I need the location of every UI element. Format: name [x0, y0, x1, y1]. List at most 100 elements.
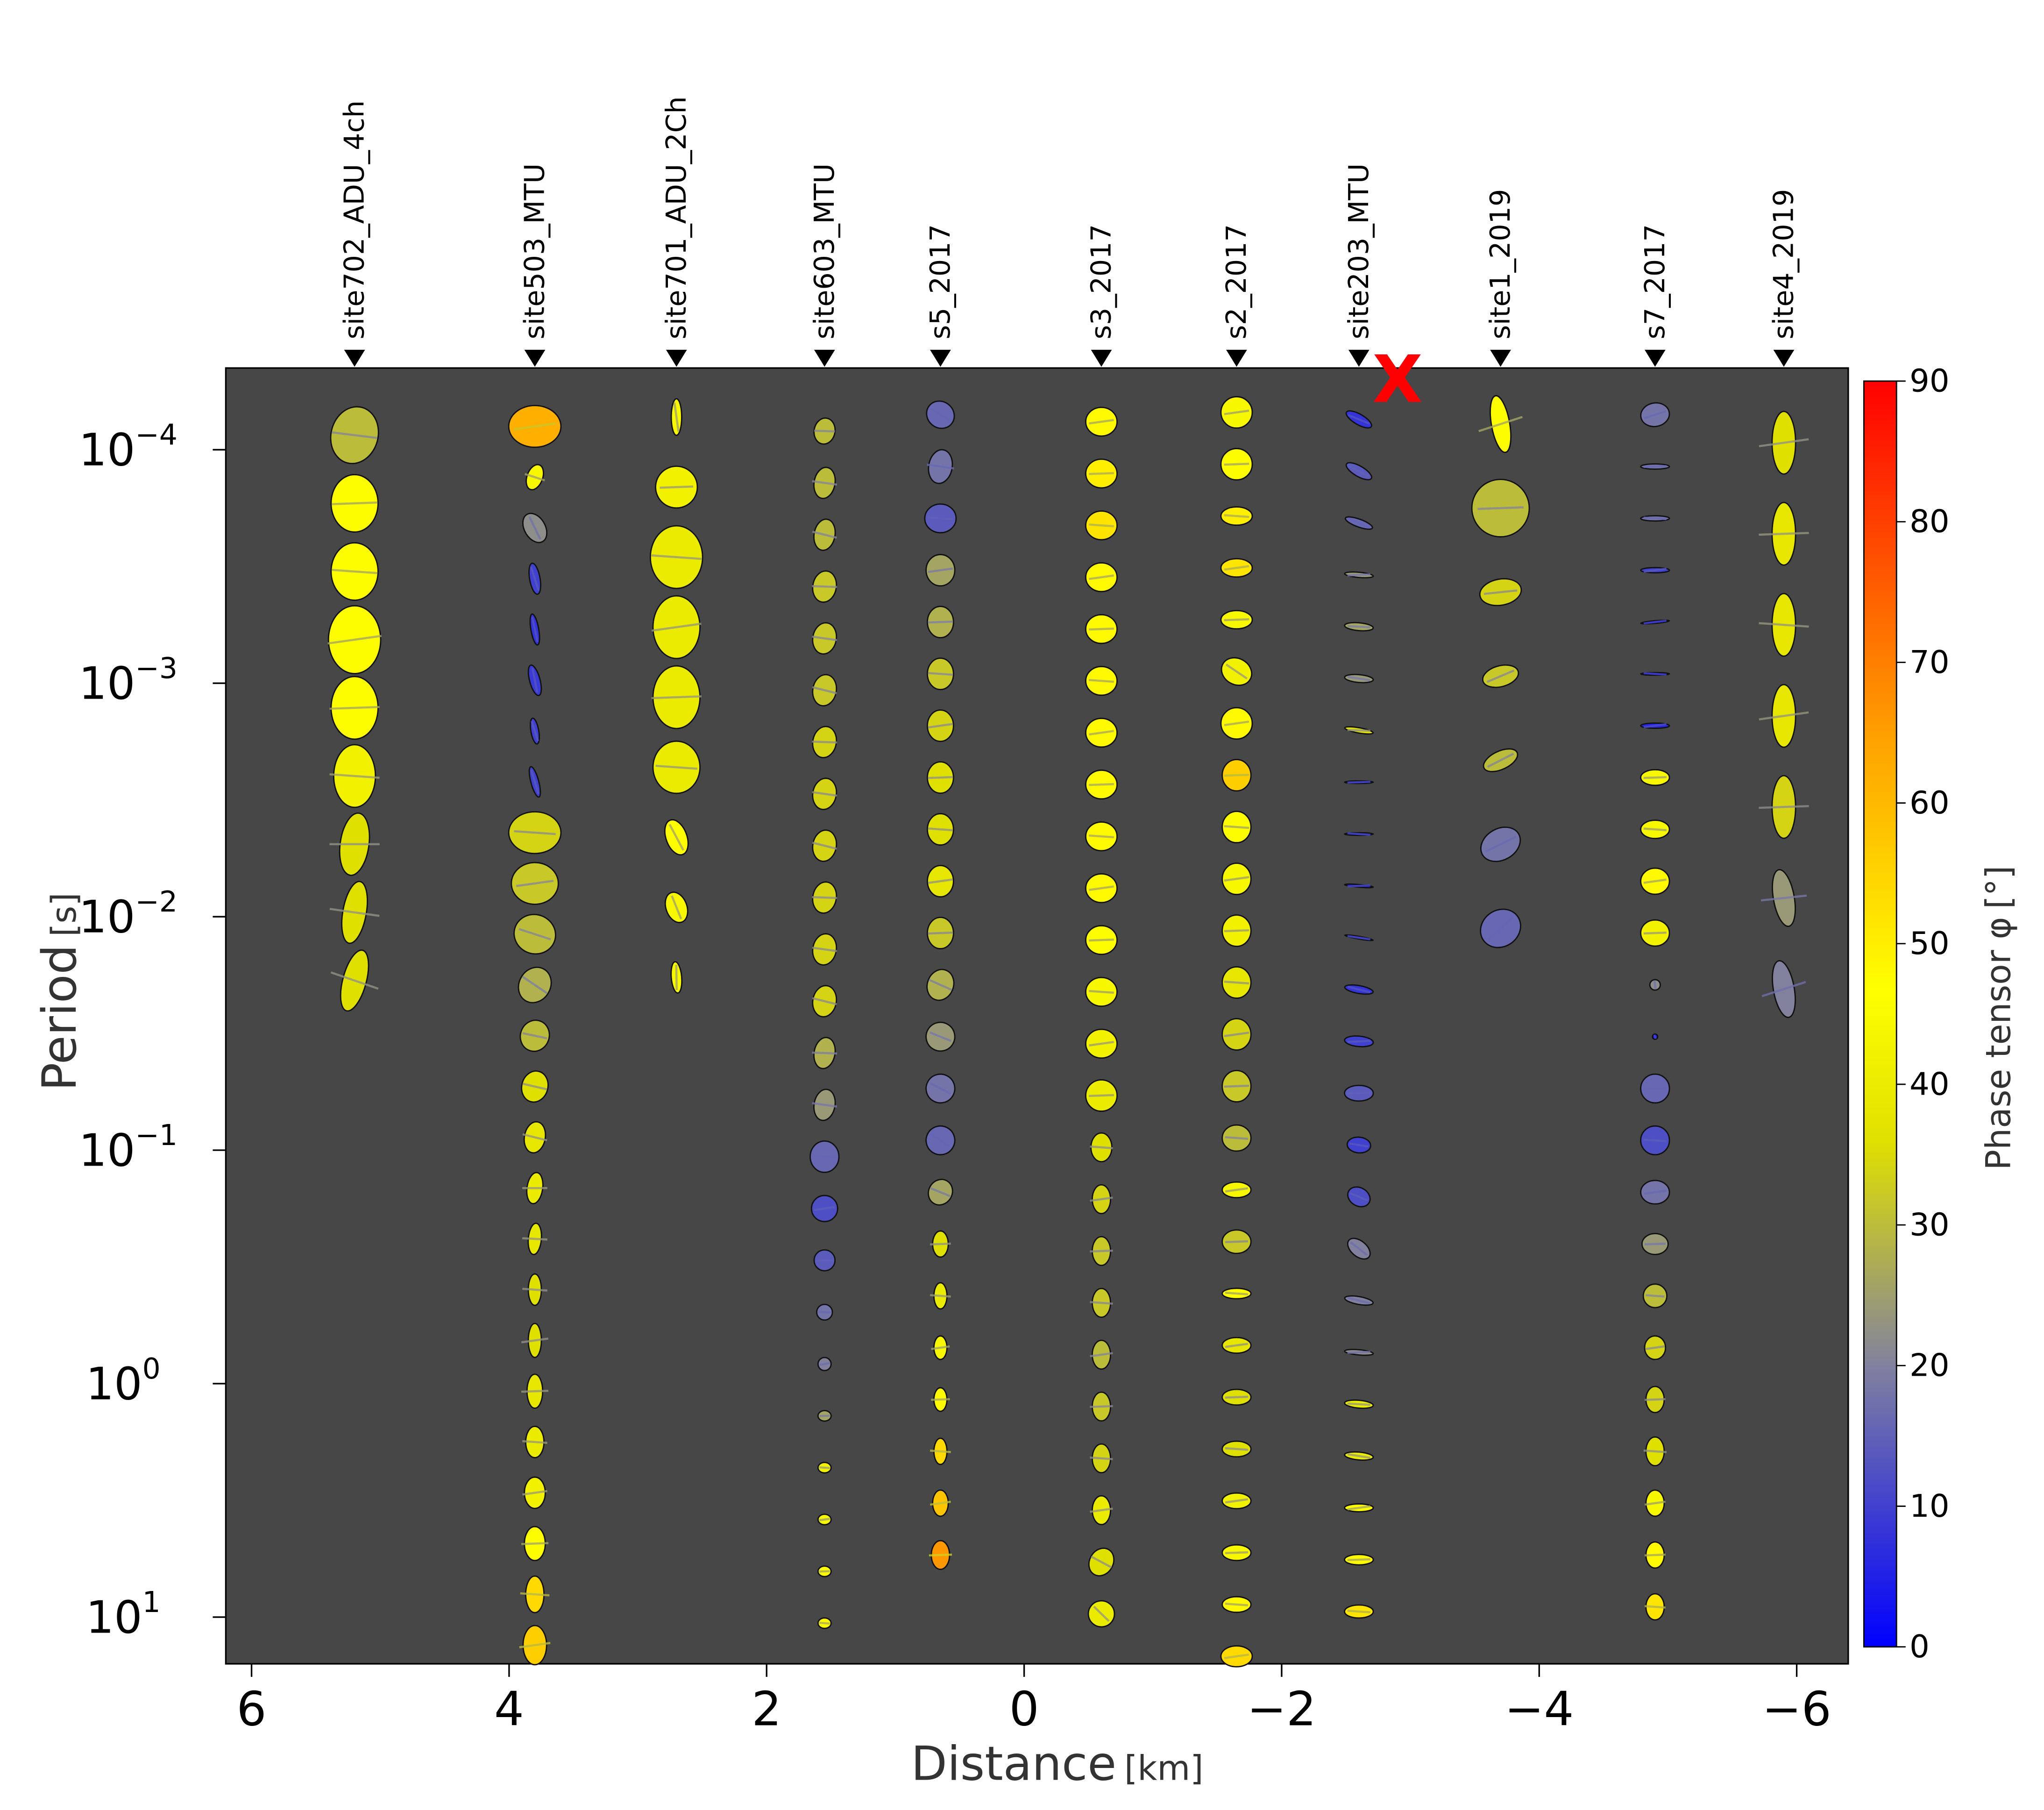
phase-tensor-ellipse — [1649, 979, 1661, 991]
skew-line — [819, 1466, 830, 1469]
phase-tensor-ellipse — [1085, 406, 1118, 437]
skew-line — [521, 1542, 549, 1545]
skew-line — [1089, 885, 1114, 891]
skew-line — [329, 908, 380, 917]
skew-line — [819, 1621, 830, 1625]
skew-line — [1090, 1456, 1113, 1460]
phase-tensor-ellipse — [925, 1125, 956, 1156]
station-label: site603_MTU — [809, 163, 840, 339]
phase-tensor-ellipse — [1220, 1645, 1253, 1668]
skew-line — [1347, 1350, 1370, 1354]
x-tick-label: 0 — [1009, 1682, 1039, 1736]
skew-line — [522, 1082, 547, 1090]
y-tick-label: 100 — [86, 1352, 161, 1410]
phase-tensor-ellipse — [1344, 984, 1374, 995]
skew-line — [1091, 1555, 1112, 1569]
skew-line — [528, 516, 541, 540]
phase-tensor-ellipse — [1347, 1237, 1371, 1260]
phase-tensor-ellipse — [1085, 976, 1118, 1007]
skew-line — [928, 516, 953, 521]
phase-tensor-ellipse — [670, 398, 682, 436]
phase-tensor-ellipse — [528, 562, 541, 595]
phase-tensor-ellipse — [1085, 925, 1118, 955]
colorbar-unit: [°] — [1979, 866, 2018, 909]
skew-line — [1487, 916, 1514, 941]
skew-line — [1224, 876, 1249, 882]
skew-line — [514, 830, 556, 835]
phase-tensor-ellipse — [1640, 463, 1670, 470]
station-triangle — [814, 349, 835, 367]
skew-line — [1646, 1294, 1665, 1298]
skew-line — [930, 408, 951, 422]
phase-tensor-ellipse — [925, 554, 956, 587]
skew-line — [1225, 1551, 1249, 1555]
phase-tensor-ellipse — [1344, 1604, 1374, 1619]
skew-line — [929, 1031, 952, 1042]
skew-line — [1348, 414, 1370, 425]
station-triangle — [1226, 349, 1247, 367]
skew-line — [1225, 1447, 1249, 1451]
y-tick-exponent: −4 — [135, 418, 177, 452]
phase-tensor-ellipse — [812, 881, 837, 914]
phase-tensor-ellipse — [1759, 775, 1809, 839]
phase-tensor-ellipse — [1221, 1336, 1252, 1354]
skew-line — [1089, 1041, 1114, 1046]
skew-line — [671, 895, 682, 919]
phase-tensor-ellipse — [1640, 919, 1670, 947]
phase-tensor-ellipse — [930, 1437, 951, 1465]
phase-tensor-ellipse — [1344, 622, 1374, 632]
phase-tensor-ellipse — [817, 1617, 832, 1629]
skew-line — [928, 827, 953, 832]
phase-tensor-ellipse — [1085, 821, 1118, 852]
y-axis-label: Period — [32, 945, 87, 1091]
phase-tensor-ellipse — [1085, 1028, 1118, 1059]
skew-line — [1347, 832, 1370, 836]
skew-line — [930, 1500, 951, 1506]
skew-line — [1643, 878, 1667, 884]
y-tick-label: 10−4 — [79, 418, 178, 476]
skew-line — [1759, 805, 1809, 809]
skew-line — [812, 636, 837, 642]
phase-tensor-ellipse — [817, 1513, 832, 1526]
skew-line — [1090, 1145, 1113, 1149]
skew-line — [1348, 465, 1370, 478]
skew-line — [812, 791, 837, 797]
skew-line — [1347, 1402, 1370, 1406]
skew-line — [332, 431, 378, 439]
skew-line — [1759, 711, 1809, 721]
skew-line — [522, 1133, 547, 1142]
skew-line — [1089, 730, 1114, 736]
phase-tensor-ellipse — [1759, 502, 1809, 566]
phase-tensor-ellipse — [522, 1223, 547, 1255]
phase-tensor-ellipse — [1345, 410, 1372, 429]
phase-tensor-ellipse — [329, 881, 380, 944]
phase-tensor-ellipse — [1761, 960, 1806, 1018]
phase-tensor-ellipse — [1221, 1544, 1252, 1562]
phase-tensor-ellipse — [508, 404, 562, 448]
skew-line — [1224, 410, 1249, 416]
skew-line — [930, 1082, 951, 1095]
skew-line — [522, 976, 548, 994]
phase-tensor-ellipse — [664, 819, 689, 856]
skew-line — [521, 1389, 549, 1393]
skew-line — [1644, 1605, 1666, 1609]
phase-tensor-ellipse — [927, 709, 954, 742]
phase-tensor-ellipse — [1221, 1124, 1252, 1152]
skew-line — [514, 422, 556, 431]
skew-line — [1225, 1292, 1249, 1295]
phase-tensor-ellipse — [520, 1575, 550, 1613]
phase-tensor-ellipse — [1640, 820, 1670, 840]
phase-tensor-ellipse — [1759, 410, 1809, 475]
station-label: site702_ADU_4ch — [339, 100, 370, 339]
phase-tensor-ellipse — [930, 1230, 951, 1258]
skew-line — [522, 1287, 547, 1292]
skew-line — [1350, 1241, 1368, 1256]
skew-line — [1224, 980, 1249, 985]
skew-line — [1225, 1136, 1249, 1140]
phase-tensor-ellipse — [927, 865, 954, 898]
skew-line — [668, 824, 684, 851]
skew-line — [1643, 1138, 1667, 1142]
x-axis-title: Distance [km] — [911, 1737, 1203, 1791]
phase-tensor-ellipse — [927, 917, 954, 949]
phase-tensor-ellipse — [931, 1335, 950, 1360]
